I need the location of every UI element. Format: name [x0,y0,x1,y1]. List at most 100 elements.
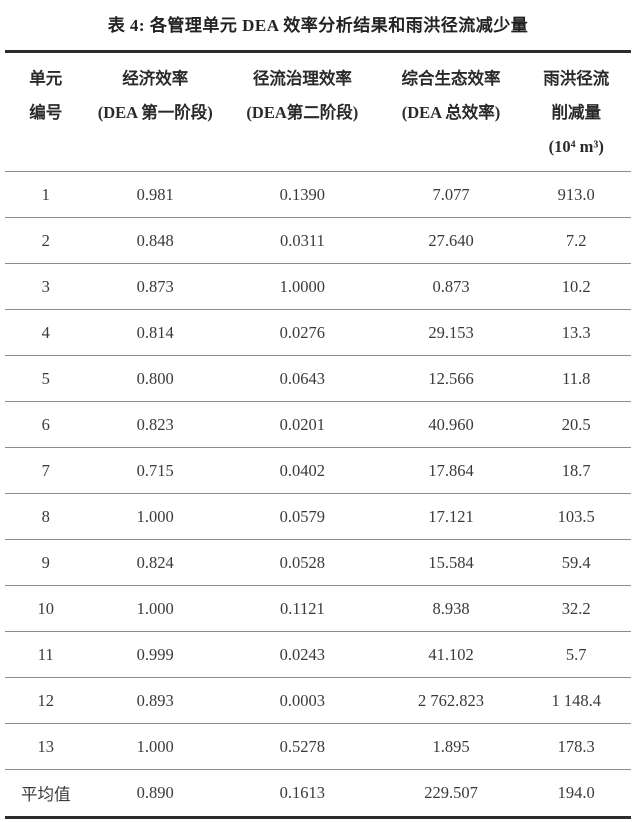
row-label-cell: 7 [5,447,87,495]
table-body: 1 0.981 0.1390 7.077 913.0 2 0.848 0.0311 27.640… [5,171,631,818]
value-cell: 0.0243 [224,631,381,679]
value-cell: 18.7 [521,447,631,495]
value-cell: 103.5 [521,493,631,541]
value-cell: 17.864 [380,447,522,495]
column-header-line: 单元 [29,69,63,89]
row-label-cell: 1 [5,171,87,219]
value-cell: 7.077 [380,171,522,219]
table-row: 8 1.000 0.0579 17.121 103.5 [5,493,631,541]
table-row: 3 0.873 1.0000 0.873 10.2 [5,263,631,311]
row-label-cell: 13 [5,723,87,771]
column-header-line: 编号 [29,103,63,123]
column-header-line: 综合生态效率 [401,69,501,89]
row-label-cell: 6 [5,401,87,449]
column-header-line: 雨洪径流 [543,69,610,89]
row-label-cell: 10 [5,585,87,633]
value-cell: 1.000 [86,723,225,771]
table-row: 1 0.981 0.1390 7.077 913.0 [5,171,631,219]
row-label-cell: 11 [5,631,87,679]
column-header-runoff-reduction: 雨洪径流削减量 (10⁴ m³) [521,51,631,173]
value-cell: 1.000 [86,493,225,541]
table-row: 5 0.800 0.0643 12.566 11.8 [5,355,631,403]
value-cell: 0.873 [86,263,225,311]
table-row: 10 1.000 0.1121 8.938 32.2 [5,585,631,633]
value-cell: 41.102 [380,631,522,679]
column-header-line: (DEA第二阶段) [246,103,359,123]
value-cell: 1.0000 [224,263,381,311]
value-cell: 0.0643 [224,355,381,403]
value-cell: 0.981 [86,171,225,219]
table-row: 6 0.823 0.0201 40.960 20.5 [5,401,631,449]
column-header-runoff-efficiency: 径流治理效率 (DEA第二阶段) [224,51,381,173]
row-label-cell: 12 [5,677,87,725]
value-cell: 0.999 [86,631,225,679]
value-cell: 17.121 [380,493,522,541]
table-row: 13 1.000 0.5278 1.895 178.3 [5,723,631,771]
value-cell: 0.0311 [224,217,381,265]
table-row: 12 0.893 0.0003 2 762.823 1 148.4 [5,677,631,725]
row-label-cell: 平均值 [20,785,71,805]
row-label-cell: 4 [5,309,87,357]
value-cell: 0.715 [86,447,225,495]
value-cell: 0.1390 [224,171,381,219]
value-cell: 0.848 [86,217,225,265]
dea-results-table: 单元编号 经济效率 (DEA 第一阶段) 径流治理效率 (DEA第二阶段) 综合生态效率 (… [5,50,631,820]
value-cell: 0.0003 [224,677,381,725]
table-header: 单元编号 经济效率 (DEA 第一阶段) 径流治理效率 (DEA第二阶段) 综合生态效率 (… [5,51,631,173]
value-cell: 0.0579 [224,493,381,541]
value-cell: 59.4 [521,539,631,587]
table-row: 7 0.715 0.0402 17.864 18.7 [5,447,631,495]
value-cell: 913.0 [521,171,631,219]
value-cell: 178.3 [521,723,631,771]
value-cell: 0.0528 [224,539,381,587]
column-header-line: 削减量 [551,103,601,123]
value-cell: 8.938 [380,585,522,633]
value-cell: 2 762.823 [380,677,522,725]
column-header-economic-efficiency: 经济效率 (DEA 第一阶段) [86,51,225,173]
value-cell: 5.7 [521,631,631,679]
value-cell: 0.873 [380,263,522,311]
table-row: 2 0.848 0.0311 27.640 7.2 [5,217,631,265]
value-cell: 0.1613 [279,783,326,803]
value-cell: 0.824 [86,539,225,587]
value-cell: 27.640 [380,217,522,265]
value-cell: 0.0276 [224,309,381,357]
row-label-cell: 9 [5,539,87,587]
value-cell: 11.8 [521,355,631,403]
value-cell: 0.893 [86,677,225,725]
value-cell: 0.5278 [224,723,381,771]
column-header-line: (10⁴ m³) [548,137,604,157]
summary-row: 平均值 0.890 0.1613 229.507 194.0 [5,770,631,818]
column-header-line: (DEA 第一阶段) [97,103,213,123]
value-cell: 40.960 [380,401,522,449]
value-cell: 0.890 [136,783,174,803]
column-header-line: 径流治理效率 [252,69,352,89]
value-cell: 194.0 [557,783,595,803]
value-cell: 12.566 [380,355,522,403]
value-cell: 7.2 [521,217,631,265]
column-header-line: (DEA 总效率) [401,103,501,123]
value-cell: 229.507 [424,783,478,803]
value-cell: 1.000 [86,585,225,633]
column-header-eco-efficiency: 综合生态效率 (DEA 总效率) [380,51,522,173]
row-label-cell: 3 [5,263,87,311]
column-header-unit-number: 单元 编号 [5,51,87,173]
value-cell: 15.584 [380,539,522,587]
value-cell: 29.153 [380,309,522,357]
table-header-row: 单元编号 经济效率 (DEA 第一阶段) 径流治理效率 (DEA第二阶段) 综合生态效率 (… [5,51,631,173]
table-row: 9 0.824 0.0528 15.584 59.4 [5,539,631,587]
column-header-line: 经济效率 [122,69,189,89]
row-label-cell: 5 [5,355,87,403]
value-cell: 0.0201 [224,401,381,449]
value-cell: 0.814 [86,309,225,357]
table-row: 11 0.999 0.0243 41.102 5.7 [5,631,631,679]
value-cell: 1 148.4 [521,677,631,725]
value-cell: 0.1121 [224,585,381,633]
value-cell: 13.3 [521,309,631,357]
value-cell: 10.2 [521,263,631,311]
value-cell: 0.823 [86,401,225,449]
value-cell: 0.0402 [224,447,381,495]
value-cell: 20.5 [521,401,631,449]
table-row: 4 0.814 0.0276 29.153 13.3 [5,309,631,357]
